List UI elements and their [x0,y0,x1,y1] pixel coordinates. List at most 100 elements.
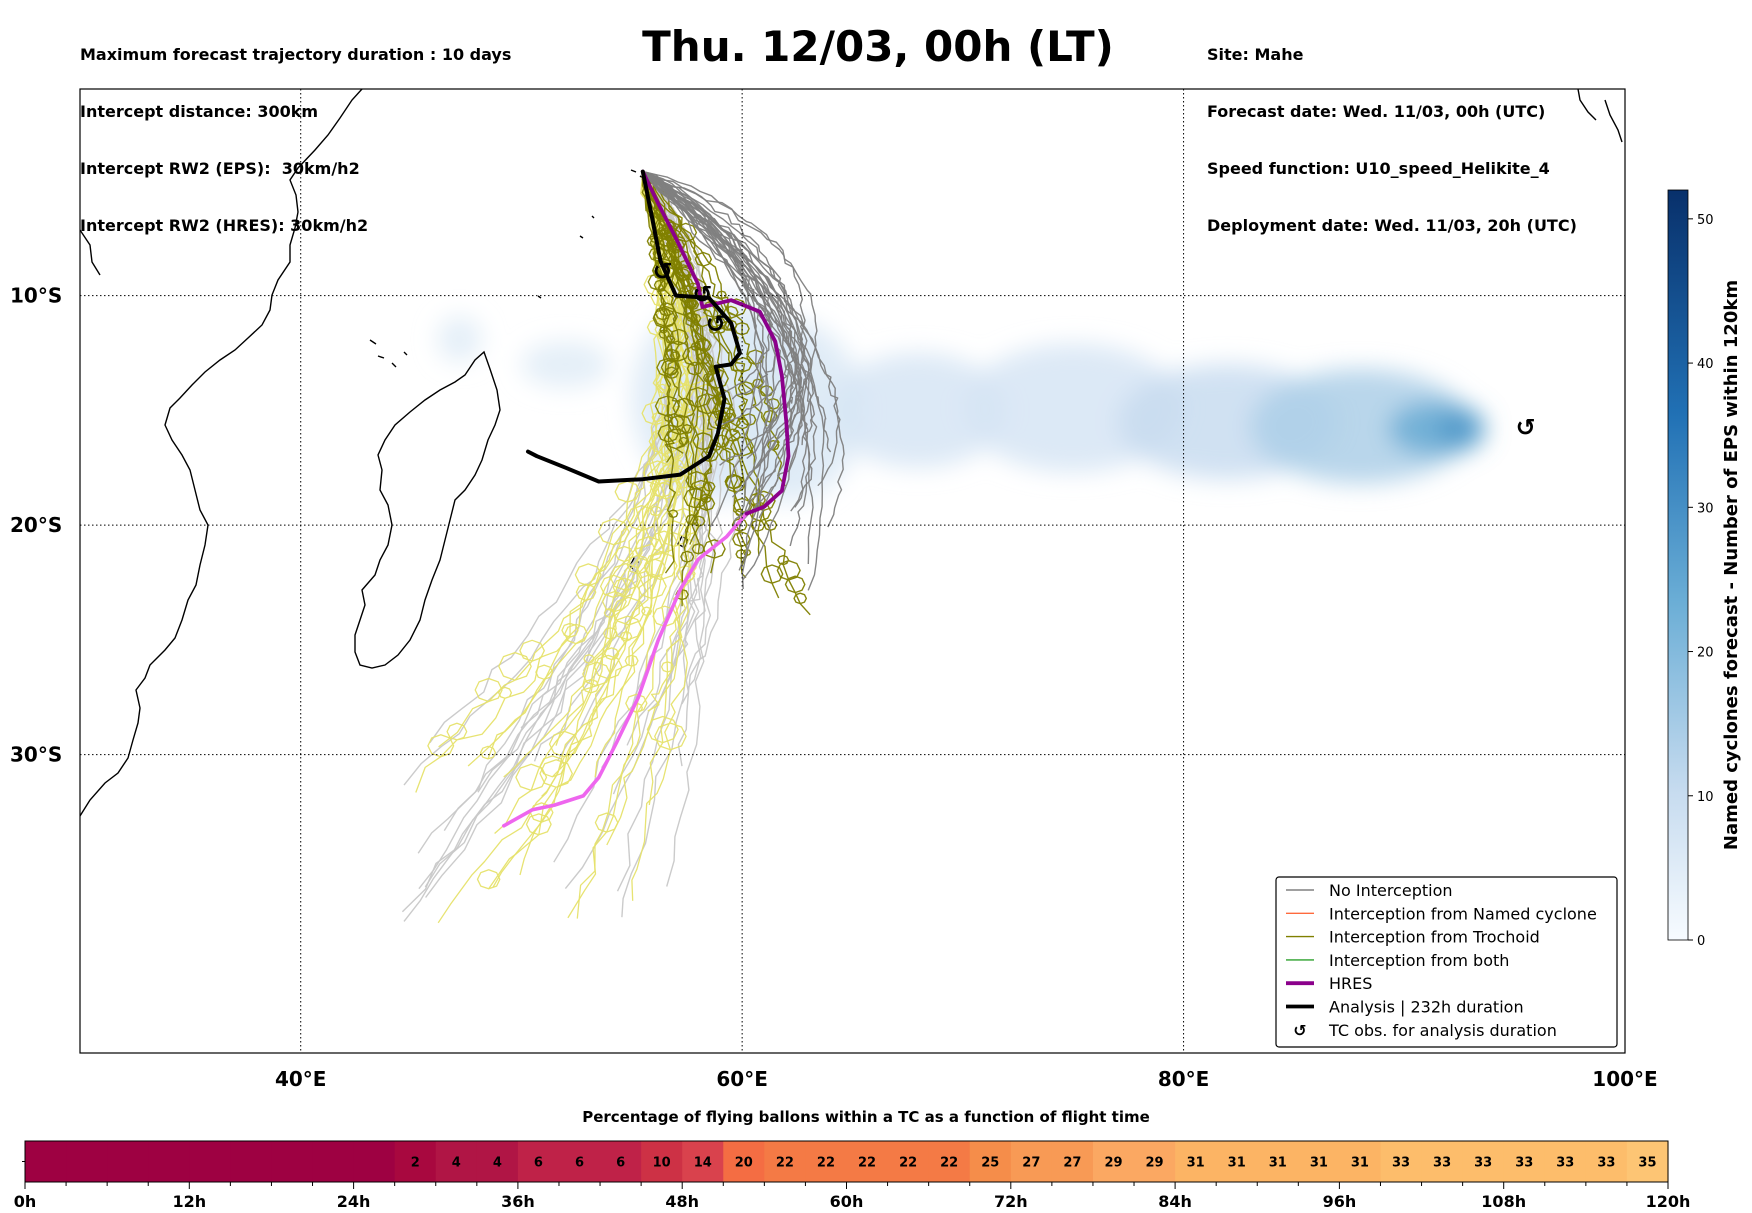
map-axis-labels: 40°E 60°E 80°E 100°E 10°S 20°S 30°S [10,284,1658,1091]
coastlines [80,89,1623,817]
flight-bar-value: 31 [1228,1156,1246,1171]
flight-bar-cell [1544,1141,1587,1182]
flight-bar-value: 10 [653,1156,671,1171]
coast-indonesia [1577,89,1623,143]
legend-label: HRES [1329,974,1372,993]
flight-bar-cell [1216,1141,1258,1182]
flight-bar-cell [846,1141,889,1182]
flight-bar-tick-label: 48h [665,1192,699,1211]
trajectory-line [642,171,795,425]
lat-lon-grid [80,89,1625,1053]
flight-bar-value: 4 [452,1156,461,1171]
hres-extension-track [501,511,749,828]
header-line-deployment-date: Deployment date: Wed. 11/03, 20h (UTC) [1207,216,1577,235]
header-line-rw2-hres: Intercept RW2 (HRES): 30km/h2 [80,216,369,235]
header-line-rw2-eps: Intercept RW2 (EPS): 30km/h2 [80,159,360,178]
flight-bar-value: 20 [735,1156,753,1171]
flight-bar-value: 22 [858,1156,876,1171]
lon-tick-label: 40°E [275,1067,327,1091]
flight-bar-value: 25 [981,1156,999,1171]
flight-bar-cell [1257,1141,1299,1182]
trajectory-line [539,171,685,778]
density-blob-4 [830,352,1007,468]
flight-bar-cell [353,1141,396,1182]
flight-bar-value: 31 [1269,1156,1287,1171]
tc-obs-marker: ↺ [692,280,712,308]
legend-entry: HRES [1286,974,1372,993]
flight-bar-cell [723,1141,765,1182]
flight-bar-cell [312,1141,355,1182]
flight-bar-value: 4 [493,1156,502,1171]
flight-bar-cell [25,1141,67,1182]
trajectory-line [601,171,711,769]
flight-bar-cell [1380,1141,1423,1182]
colorbar-ticks: 0 10 20 30 40 50 [1688,213,1714,949]
flight-bar-value: 35 [1638,1156,1656,1171]
flight-bar-value: 33 [1597,1156,1615,1171]
flight-time-bar: Percentage of flying ballons within a TC… [14,1108,1691,1211]
flight-bar-cell [1092,1141,1135,1182]
lat-tick-label: 20°S [10,513,62,537]
header-line-speed-function: Speed function: U10_speed_Helikite_4 [1207,159,1550,178]
flight-bar-value: 31 [1310,1156,1328,1171]
header-right-info: Site: Mahe Forecast date: Wed. 11/03, 00… [1207,7,1577,254]
flight-bar-cell [1503,1141,1546,1182]
flight-bar-value: 31 [1187,1156,1205,1171]
lon-tick-label: 60°E [716,1067,768,1091]
tc-obs-marker: ↺ [1516,413,1536,441]
dark-gray-trajectories [642,170,845,591]
flight-bar-tick-label: 36h [501,1192,535,1211]
flight-bar-cell [517,1141,560,1182]
density-colorbar: 0 10 20 30 40 50 Named cyclones forecast - Nu… [1667,189,1742,949]
header-left-info: Maximum forecast trajectory duration : 1… [80,7,511,254]
flight-bar-cell [435,1141,478,1182]
colorbar-tick-label: 30 [1697,501,1714,516]
density-blob-9 [1437,410,1482,448]
map-frame [79,88,1626,1054]
flight-bar-cell [1626,1141,1669,1182]
flight-bar-cell [641,1141,683,1182]
trajectory-line [642,171,801,530]
flight-bar-value: 6 [534,1156,543,1171]
coast-comoros [369,339,408,368]
legend-marker-icon: ↺ [1293,1021,1306,1040]
flight-bar-cell [600,1141,642,1182]
flight-bar-cell [271,1141,314,1182]
flight-bar-value: 33 [1433,1156,1451,1171]
trajectory-line [642,171,752,567]
flight-bar-value: 6 [616,1156,625,1171]
legend-label: Analysis | 232h duration [1329,998,1524,1017]
flight-bar-value: 33 [1515,1156,1533,1171]
flight-bar-cell [148,1141,190,1182]
legend-box [1275,876,1618,1048]
flight-bar-cell [394,1141,437,1182]
flight-bar-cell [1462,1141,1505,1182]
flight-bar-cell [764,1141,807,1182]
trajectory-line [555,171,672,746]
flight-bar-title: Percentage of flying ballons within a TC… [582,1108,1150,1126]
flight-bar-cell [1051,1141,1094,1182]
flight-bar-cell [805,1141,848,1182]
flight-bar-value: 14 [694,1156,712,1171]
flight-bar-cell [928,1141,971,1182]
colorbar-tick-label: 20 [1697,646,1714,661]
flight-bar-cell [189,1141,231,1182]
coast-arabia-tip [80,229,101,276]
colorbar-label: Named cyclones forecast - Number of EPS … [1721,280,1742,850]
flight-bar-cell [107,1141,149,1182]
coast-africa [80,89,363,817]
flight-bar-tick-label: 0h [14,1192,37,1211]
trajectory-line [642,171,811,547]
trajectory-line [642,171,765,518]
flight-bar-cell [230,1141,273,1182]
header-line-duration: Maximum forecast trajectory duration : 1… [80,45,512,64]
legend-label: Interception from both [1329,951,1509,970]
flight-bar-cell [1298,1141,1340,1182]
flight-bar-cell [1421,1141,1464,1182]
trajectory-line [642,170,770,590]
trajectory-line [642,171,693,454]
legend-entry: ↺ TC obs. for analysis duration [1293,1021,1557,1040]
coast-madagascar [354,350,501,669]
legend-entry: Interception from both [1286,951,1509,970]
